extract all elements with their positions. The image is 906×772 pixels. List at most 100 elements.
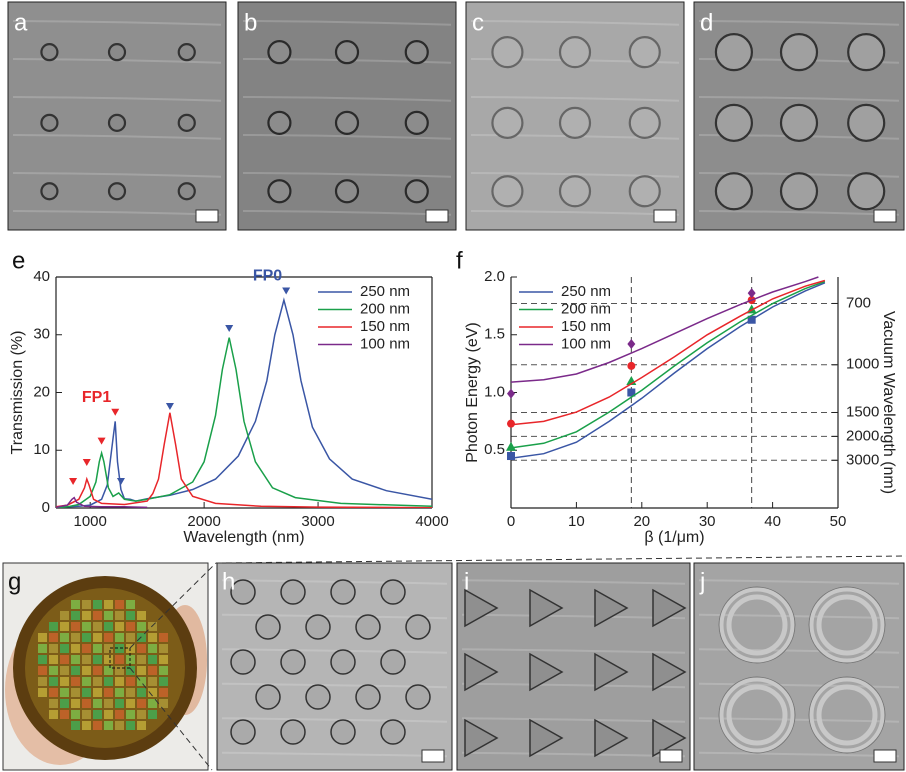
die [93,600,102,609]
y-tick-label: 1.0 [484,383,505,400]
panel-label: h [222,568,235,595]
die [93,666,102,675]
die [159,677,168,686]
die [60,688,69,697]
pit [109,183,125,199]
die [71,655,80,664]
pit [268,180,290,202]
die [115,622,124,631]
y-tick-label: 0 [42,499,50,516]
y-tick-label: 0.5 [484,441,505,458]
micrograph [694,563,904,770]
series-line [56,338,432,508]
pit [630,108,660,138]
pit [781,173,817,209]
die [115,710,124,719]
die [115,611,124,620]
point [507,452,515,460]
legend-label: 100 nm [561,335,611,352]
pit [41,44,57,60]
point [627,339,635,349]
die [104,688,113,697]
die [137,699,146,708]
die [148,677,157,686]
panel-label: d [700,9,713,36]
panel-label: f [456,247,463,274]
die [71,710,80,719]
micrograph [694,2,904,230]
y2-axis-title: Vacuum Wavelength (nm) [880,311,897,494]
die [49,633,58,642]
pit [356,685,380,709]
y-tick-label: 30 [33,326,50,343]
series-line [511,282,825,448]
point [507,420,515,428]
die [93,710,102,719]
die [93,721,102,730]
die [159,699,168,708]
die [115,633,124,642]
die [104,600,113,609]
micrograph [8,2,226,230]
scale-bar [196,210,218,222]
die [93,644,102,653]
pit [406,685,430,709]
x-tick-label: 2000 [187,513,220,530]
peak-marker [117,478,125,485]
die [82,644,91,653]
series-line [511,277,818,382]
y-tick-label: 2.0 [484,268,505,285]
die [82,600,91,609]
pit [560,37,590,67]
pit [268,41,290,63]
die [115,655,124,664]
x-tick-label: 4000 [415,513,448,530]
die [126,677,135,686]
die [137,721,146,730]
die [115,721,124,730]
micrograph [238,2,456,230]
legend-label: 100 nm [360,335,410,352]
legend-label: 250 nm [561,283,611,300]
micrograph [217,563,452,770]
pit [381,580,405,604]
die [82,655,91,664]
die [137,644,146,653]
die [137,622,146,631]
scale-bar [660,750,682,762]
pit [336,180,358,202]
pit [306,615,330,639]
point [506,442,516,451]
pit [331,650,355,674]
y-tick-label: 40 [33,268,50,285]
die [71,666,80,675]
pit [848,173,884,209]
die [104,655,113,664]
die [115,699,124,708]
die [38,633,47,642]
pit [560,108,590,138]
die [49,655,58,664]
pit [381,650,405,674]
die [60,666,69,675]
pit [492,108,522,138]
figure: 1000200030004000010203040Wavelength (nm)… [0,0,906,772]
x-axis-title: β (1/μm) [644,529,704,546]
pit [848,34,884,70]
die [71,699,80,708]
die [159,633,168,642]
die [60,655,69,664]
die [71,600,80,609]
die [82,721,91,730]
pit [630,37,660,67]
y-axis-title: Photon Energy (eV) [464,322,481,463]
pit [381,720,405,744]
y-tick-label: 20 [33,383,50,400]
pit [109,44,125,60]
pit [41,115,57,131]
pit [179,183,195,199]
pit [256,615,280,639]
die [71,688,80,697]
die [60,622,69,631]
pit [781,34,817,70]
